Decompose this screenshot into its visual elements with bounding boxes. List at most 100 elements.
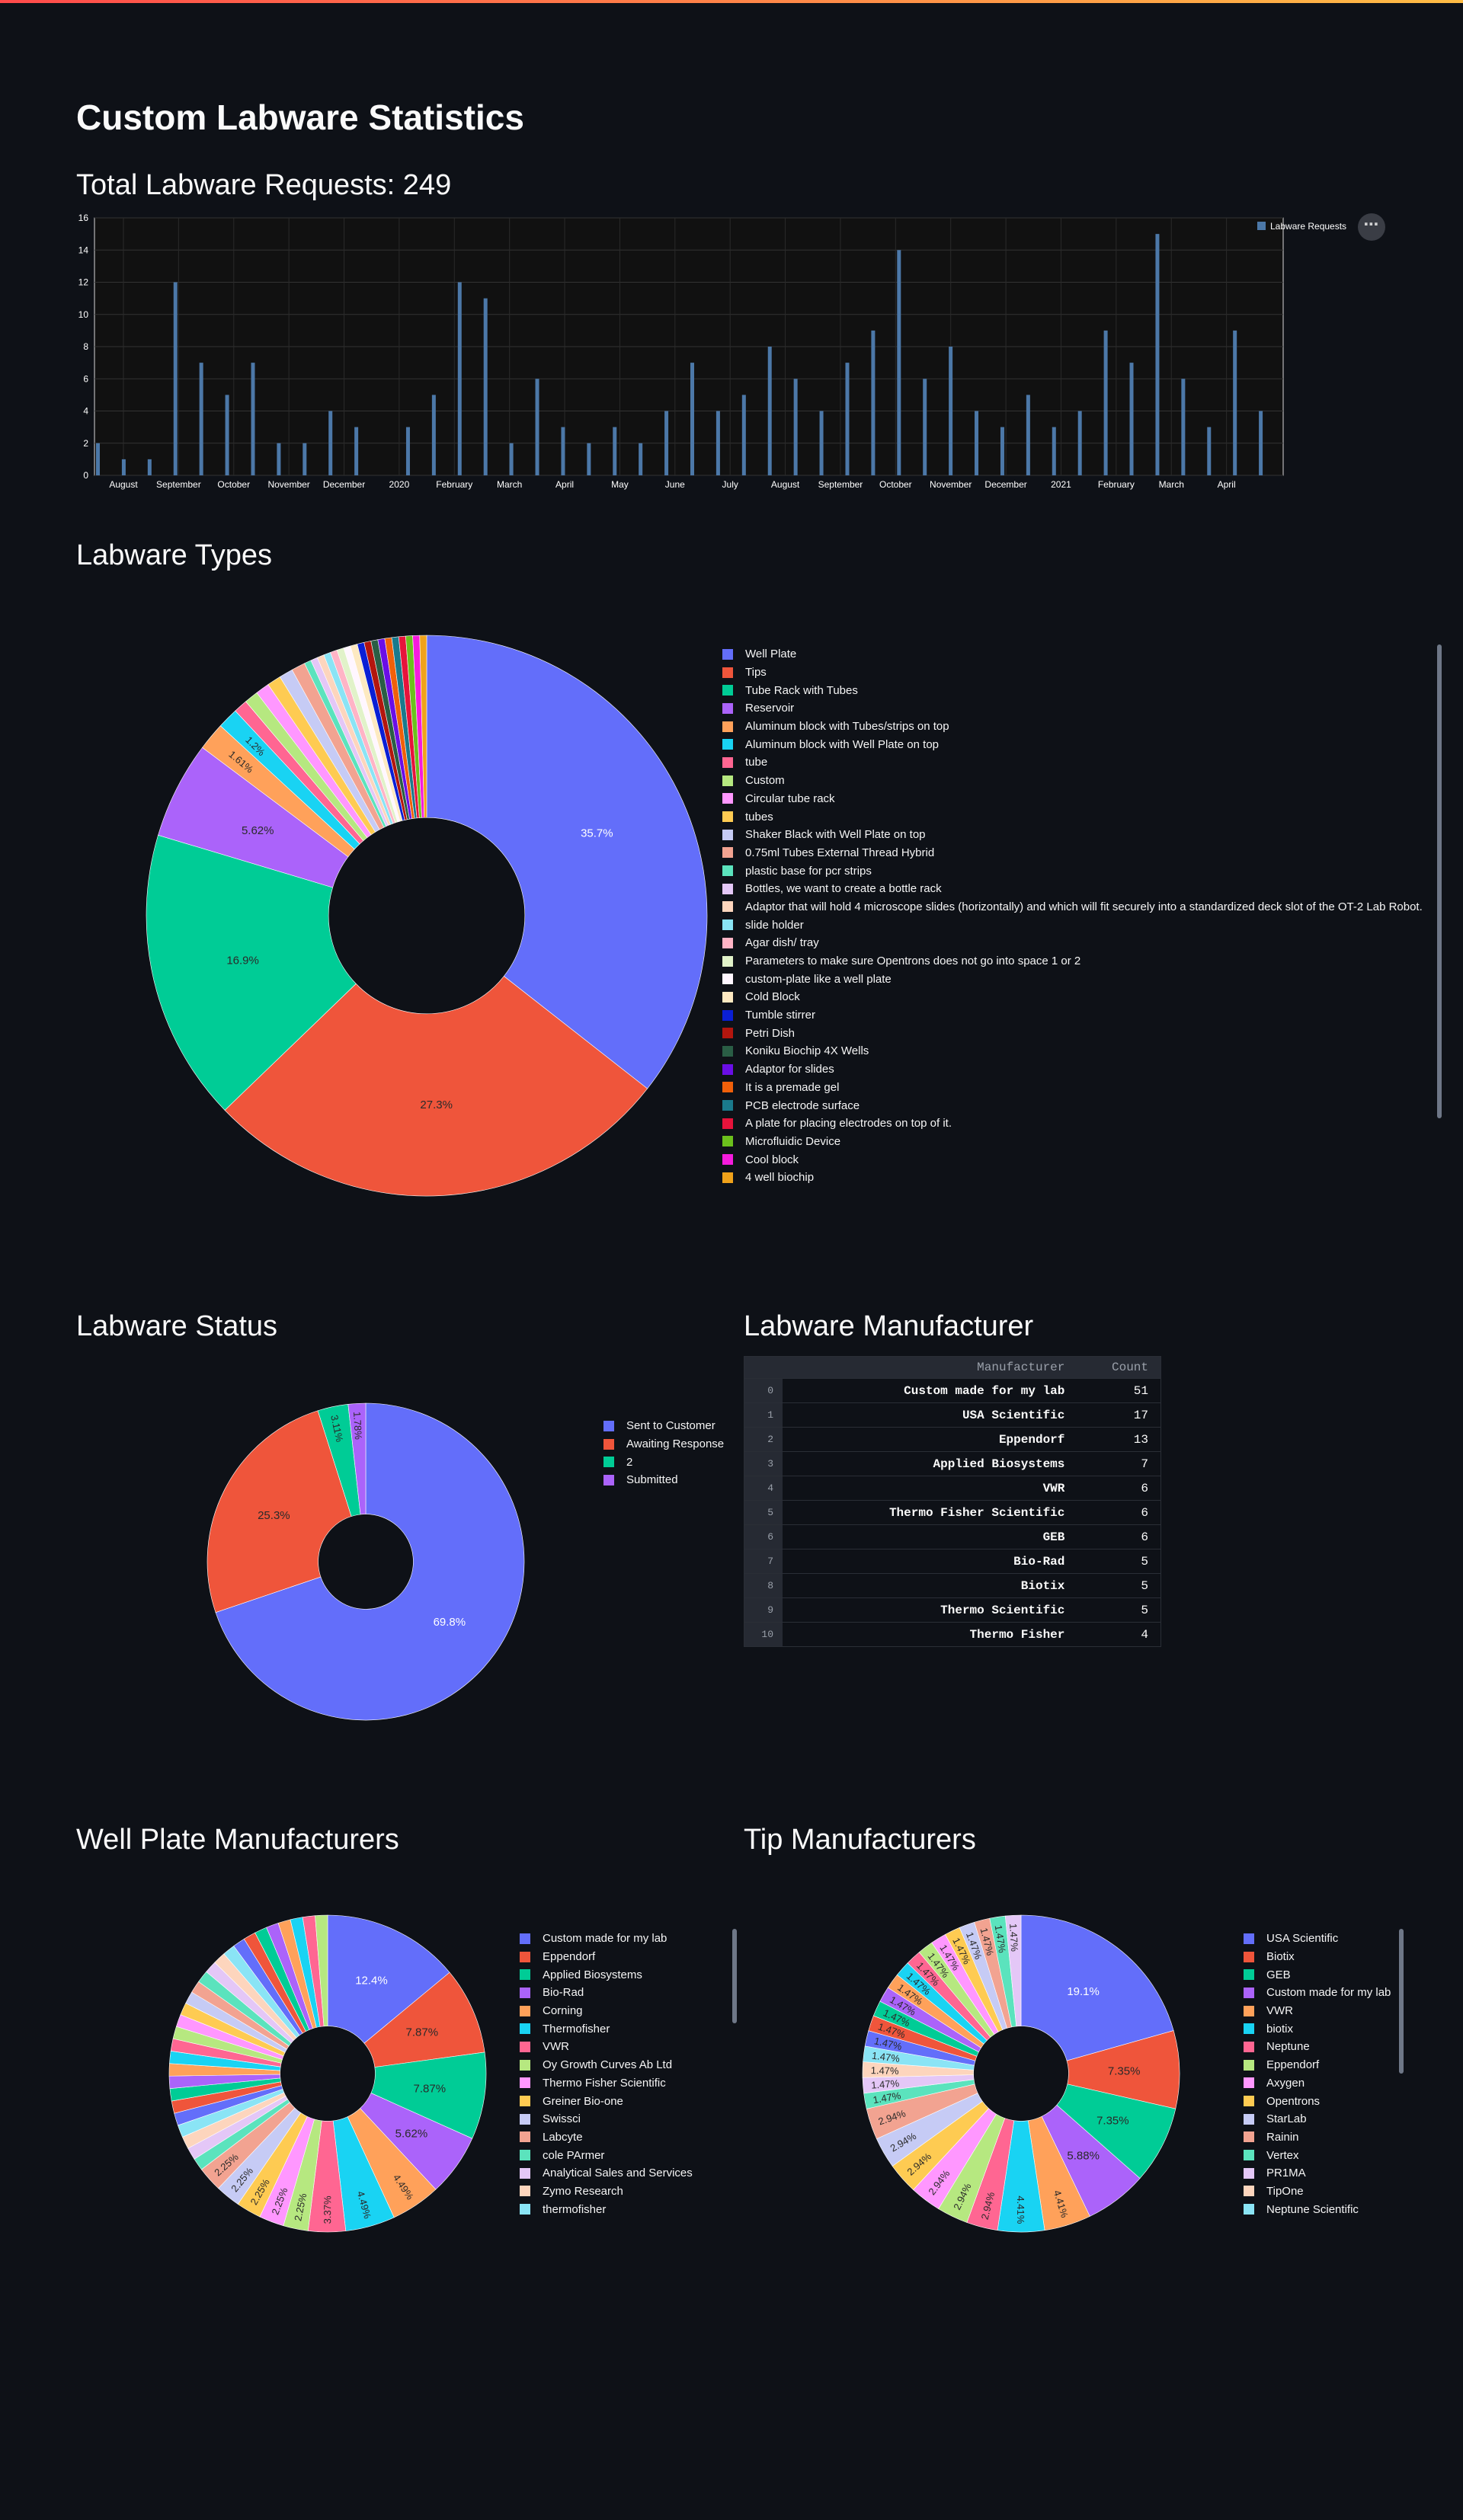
bar[interactable] xyxy=(1129,363,1134,475)
wellplate-legend-item[interactable]: Labcyte xyxy=(520,2128,725,2147)
manufacturer-cell[interactable]: Eppendorf xyxy=(783,1427,1077,1452)
bar[interactable] xyxy=(173,282,178,476)
types-legend-item[interactable]: Petri Dish xyxy=(722,1024,1431,1042)
bar[interactable] xyxy=(639,443,643,475)
manufacturer-column-header[interactable]: Manufacturer xyxy=(783,1356,1077,1379)
tips-pie-chart[interactable]: 19.1%7.35%7.35%5.88%4.41%4.41%2.94%2.94%… xyxy=(861,1914,1181,2234)
tips-legend-item[interactable]: Vertex xyxy=(1244,2146,1396,2164)
row-index[interactable]: 10 xyxy=(744,1622,783,1647)
row-index[interactable]: 5 xyxy=(744,1500,783,1525)
manufacturer-cell[interactable]: USA Scientific xyxy=(783,1402,1077,1428)
wellplate-legend-item[interactable]: Custom made for my lab xyxy=(520,1930,725,1948)
bar[interactable] xyxy=(664,411,669,476)
row-index[interactable]: 3 xyxy=(744,1451,783,1476)
table-row[interactable]: 7 Bio-Rad 5 xyxy=(744,1549,1161,1574)
types-legend-item[interactable]: Aluminum block with Well Plate on top xyxy=(722,735,1431,753)
table-row[interactable]: 8 Biotix 5 xyxy=(744,1573,1161,1598)
count-cell[interactable]: 13 xyxy=(1077,1427,1161,1452)
wellplate-legend-scrollbar[interactable] xyxy=(732,1929,737,2023)
types-legend[interactable]: Well Plate Tips Tube Rack with Tubes Reserv… xyxy=(722,645,1431,1194)
wellplate-legend-item[interactable]: Bio-Rad xyxy=(520,1984,725,2002)
pie-slice[interactable] xyxy=(224,976,648,1197)
table-row[interactable]: 6 GEB 6 xyxy=(744,1524,1161,1549)
count-cell[interactable]: 17 xyxy=(1077,1402,1161,1428)
types-legend-item[interactable]: PCB electrode surface xyxy=(722,1096,1431,1114)
wellplate-legend-item[interactable]: Applied Biosystems xyxy=(520,1965,725,1984)
bar[interactable] xyxy=(509,443,514,475)
types-legend-item[interactable]: A plate for placing electrodes on top of… xyxy=(722,1114,1431,1133)
wellplate-legend[interactable]: Custom made for my lab Eppendorf Applied B… xyxy=(520,1930,725,2222)
bar[interactable] xyxy=(483,298,488,475)
bar[interactable] xyxy=(949,347,953,475)
row-index[interactable]: 6 xyxy=(744,1524,783,1549)
bar[interactable] xyxy=(1103,330,1108,475)
wellplate-legend-item[interactable]: Thermo Fisher Scientific xyxy=(520,2074,725,2093)
wellplate-legend-item[interactable]: Zymo Research xyxy=(520,2183,725,2201)
tips-legend-item[interactable]: Eppendorf xyxy=(1244,2056,1396,2074)
types-legend-item[interactable]: tubes xyxy=(722,807,1431,826)
bar[interactable] xyxy=(199,363,203,475)
table-row[interactable]: 1 USA Scientific 17 xyxy=(744,1402,1161,1428)
bar[interactable] xyxy=(121,459,126,475)
bar[interactable] xyxy=(431,395,436,475)
wellplate-legend-item[interactable]: Greiner Bio-one xyxy=(520,2092,725,2110)
bar[interactable] xyxy=(1052,427,1056,475)
tips-legend-item[interactable]: Neptune xyxy=(1244,2038,1396,2056)
bar[interactable] xyxy=(561,427,565,475)
bar[interactable] xyxy=(587,443,591,475)
tips-legend-item[interactable]: StarLab xyxy=(1244,2110,1396,2128)
table-row[interactable]: 0 Custom made for my lab 51 xyxy=(744,1378,1161,1403)
status-legend-item[interactable]: Submitted xyxy=(603,1471,771,1489)
count-cell[interactable]: 6 xyxy=(1077,1524,1161,1549)
types-legend-scrollbar[interactable] xyxy=(1437,644,1442,1118)
bar[interactable] xyxy=(1207,427,1212,475)
bar[interactable] xyxy=(457,282,462,476)
tips-legend-item[interactable]: VWR xyxy=(1244,2002,1396,2020)
row-index[interactable]: 4 xyxy=(744,1476,783,1501)
wellplate-legend-item[interactable]: Corning xyxy=(520,2002,725,2020)
table-row[interactable]: 5 Thermo Fisher Scientific 6 xyxy=(744,1500,1161,1525)
types-legend-item[interactable]: Tips xyxy=(722,664,1431,682)
bar[interactable] xyxy=(96,443,100,475)
pie-slice[interactable] xyxy=(315,1914,328,2027)
tips-legend-item[interactable]: USA Scientific xyxy=(1244,1930,1396,1948)
types-legend-item[interactable]: Circular tube rack xyxy=(722,790,1431,808)
bar[interactable] xyxy=(613,427,617,475)
count-cell[interactable]: 6 xyxy=(1077,1500,1161,1525)
bar[interactable] xyxy=(1181,379,1186,475)
bar[interactable] xyxy=(225,395,229,475)
pie-slice[interactable] xyxy=(206,1410,352,1613)
bar[interactable] xyxy=(975,411,979,476)
bar[interactable] xyxy=(793,379,798,475)
table-row[interactable]: 9 Thermo Scientific 5 xyxy=(744,1597,1161,1623)
pie-slice[interactable] xyxy=(215,1402,525,1721)
types-legend-item[interactable]: custom-plate like a well plate xyxy=(722,970,1431,988)
bar[interactable] xyxy=(1233,330,1237,475)
wellplate-legend-item[interactable]: VWR xyxy=(520,2038,725,2056)
tips-legend-item[interactable]: Rainin xyxy=(1244,2128,1396,2147)
row-index[interactable]: 1 xyxy=(744,1402,783,1428)
types-legend-item[interactable]: Custom xyxy=(722,772,1431,790)
table-row[interactable]: 4 VWR 6 xyxy=(744,1476,1161,1501)
manufacturer-cell[interactable]: Bio-Rad xyxy=(783,1549,1077,1574)
manufacturer-cell[interactable]: Thermo Fisher Scientific xyxy=(783,1500,1077,1525)
types-legend-item[interactable]: Reservoir xyxy=(722,699,1431,718)
types-legend-item[interactable]: Cold Block xyxy=(722,988,1431,1006)
types-pie-chart[interactable]: 35.7%27.3%16.9%5.62%1.61%1.2% xyxy=(145,634,709,1198)
count-cell[interactable]: 5 xyxy=(1077,1549,1161,1574)
types-legend-item[interactable]: Adaptor for slides xyxy=(722,1060,1431,1079)
chart-menu-button[interactable]: ⋯ xyxy=(1358,213,1385,241)
types-legend-item[interactable]: tube xyxy=(722,753,1431,772)
pie-slice[interactable] xyxy=(146,834,357,1111)
wellplate-legend-item[interactable]: Analytical Sales and Services xyxy=(520,2164,725,2183)
status-legend-item[interactable]: Sent to Customer xyxy=(603,1417,771,1435)
types-legend-item[interactable]: Bottles, we want to create a bottle rack xyxy=(722,880,1431,898)
row-index[interactable]: 7 xyxy=(744,1549,783,1574)
manufacturer-cell[interactable]: Biotix xyxy=(783,1573,1077,1598)
bar[interactable] xyxy=(535,379,539,475)
types-legend-item[interactable]: 4 well biochip xyxy=(722,1169,1431,1187)
bar[interactable] xyxy=(923,379,927,475)
row-index[interactable]: 8 xyxy=(744,1573,783,1598)
bar[interactable] xyxy=(251,363,255,475)
manufacturer-cell[interactable]: Thermo Fisher xyxy=(783,1622,1077,1647)
